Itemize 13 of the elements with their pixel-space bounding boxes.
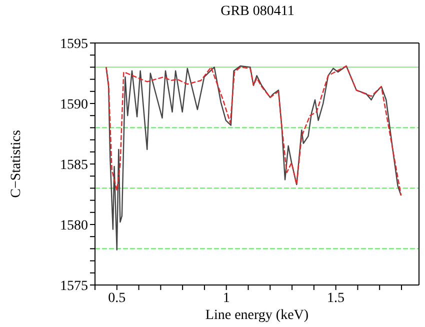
x-axis-title: Line energy (keV) bbox=[205, 308, 309, 323]
y-tick-label: 1575 bbox=[60, 278, 88, 294]
chart-title: GRB 080411 bbox=[220, 4, 296, 20]
y-tick-label: 1580 bbox=[60, 218, 88, 234]
line-series bbox=[106, 65, 402, 251]
x-tick-label: 1 bbox=[222, 290, 230, 306]
line-series bbox=[106, 65, 402, 196]
y-tick-label: 1595 bbox=[60, 36, 88, 52]
x-tick-label: 1.5 bbox=[327, 290, 345, 306]
x-tick-label: 0.5 bbox=[108, 290, 126, 306]
y-axis-title: C−Statistics bbox=[8, 130, 24, 198]
y-tick-label: 1590 bbox=[60, 97, 88, 112]
y-tick-label: 1585 bbox=[60, 158, 88, 173]
